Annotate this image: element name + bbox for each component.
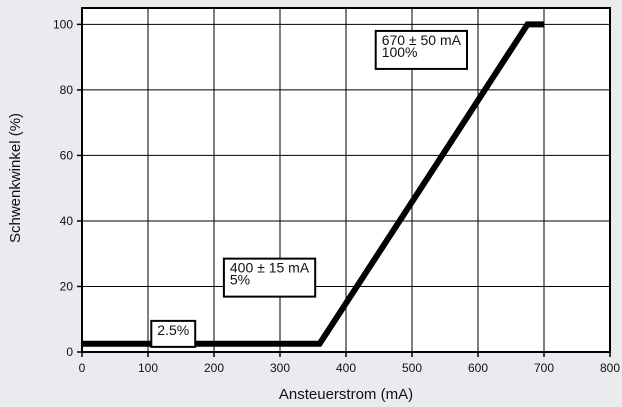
x-tick-label: 300: [270, 361, 290, 375]
y-tick-label: 0: [66, 345, 73, 359]
y-tick-label: 80: [60, 83, 74, 97]
y-axis-label: Schwenkwinkel (%): [7, 113, 24, 243]
series-layer: [82, 21, 544, 347]
annotation-box: 400 ± 15 mA5%: [222, 257, 317, 298]
x-tick-marks: 0 100 200 300 400 500 600 700 800: [79, 352, 620, 375]
annotation-frame: [150, 319, 197, 348]
y-tick-label: 60: [60, 148, 74, 162]
x-tick-label: 500: [402, 361, 422, 375]
x-tick-label: 700: [534, 361, 554, 375]
annotation-box: 2.5%: [150, 319, 197, 348]
x-tick-label: 800: [600, 361, 620, 375]
annotation-text: 2.5%: [157, 322, 189, 338]
x-axis-label: Ansteuerstrom (mA): [279, 386, 413, 403]
annotation-frame: [374, 29, 468, 70]
y-tick-label: 100: [53, 17, 73, 31]
annotation-frame: [222, 257, 317, 298]
series-line: [82, 21, 544, 347]
annotation-text: 100%: [382, 44, 418, 60]
x-tick-label: 200: [204, 361, 224, 375]
x-tick-label: 0: [79, 361, 86, 375]
x-tick-label: 100: [138, 361, 158, 375]
x-tick-label: 600: [468, 361, 488, 375]
y-tick-label: 40: [60, 214, 74, 228]
grid-lines: [82, 8, 610, 352]
annotation-text: 670 ± 50 mA: [382, 32, 462, 48]
annotation-text: 5%: [230, 272, 250, 288]
y-tick-marks: 0 20 40 60 80 100: [53, 17, 82, 359]
annotation-text: 400 ± 15 mA: [230, 260, 310, 276]
x-tick-label: 400: [336, 361, 356, 375]
y-tick-label: 20: [60, 279, 74, 293]
